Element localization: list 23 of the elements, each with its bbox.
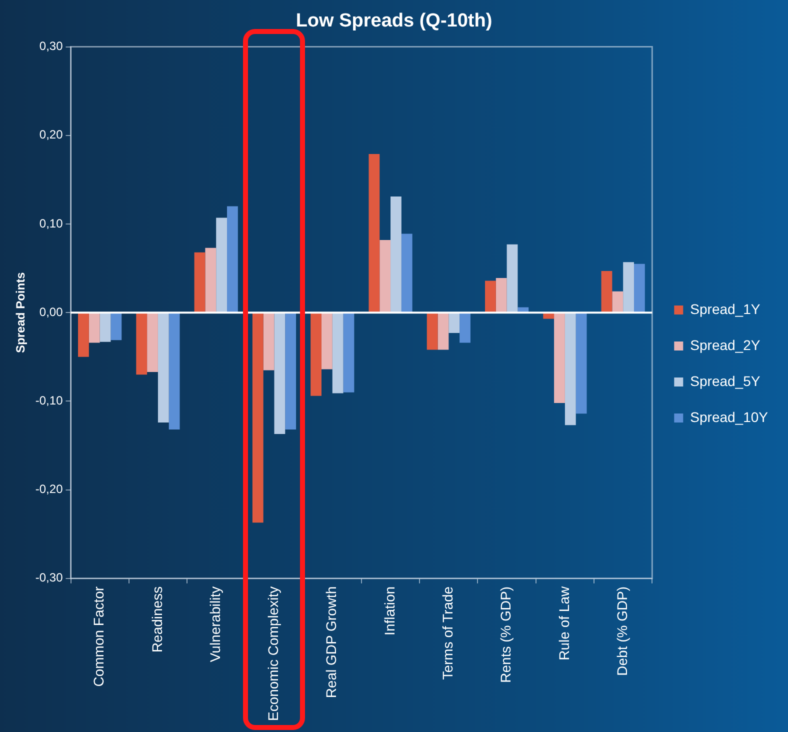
x-tick-label: Debt (% GDP)	[614, 586, 630, 676]
y-tick-label: 0,20	[39, 128, 64, 142]
legend-label: Spread_5Y	[690, 372, 761, 389]
legend-label: Spread_10Y	[690, 408, 769, 425]
legend-label: Spread_2Y	[690, 336, 761, 353]
x-tick-label: Real GDP Growth	[323, 586, 340, 698]
y-tick-label: 0,30	[39, 39, 64, 54]
y-tick-label: 0,10	[39, 216, 64, 230]
y-axis-title: Spread Points	[14, 272, 28, 353]
x-tick-label: Rents (% GDP)	[498, 586, 514, 683]
x-tick-label: Inflation	[381, 586, 398, 636]
x-tick-label: Readiness	[148, 586, 165, 653]
x-tick-label: Terms of Trade	[440, 586, 456, 680]
x-tick-label: Common Factor	[90, 586, 107, 687]
y-tick-label: -0,20	[35, 482, 64, 496]
y-tick-label: -0,30	[35, 570, 64, 585]
x-tick-label: Vulnerability	[206, 586, 223, 662]
legend-label: Spread_1Y	[690, 300, 761, 317]
y-tick-label: -0,10	[35, 394, 64, 408]
chart-title: Low Spreads (Q-10th)	[296, 10, 492, 32]
x-tick-label: Economic Complexity	[265, 586, 282, 722]
y-tick-label: 0,00	[39, 304, 64, 319]
x-tick-label: Rule of Law	[556, 586, 572, 660]
